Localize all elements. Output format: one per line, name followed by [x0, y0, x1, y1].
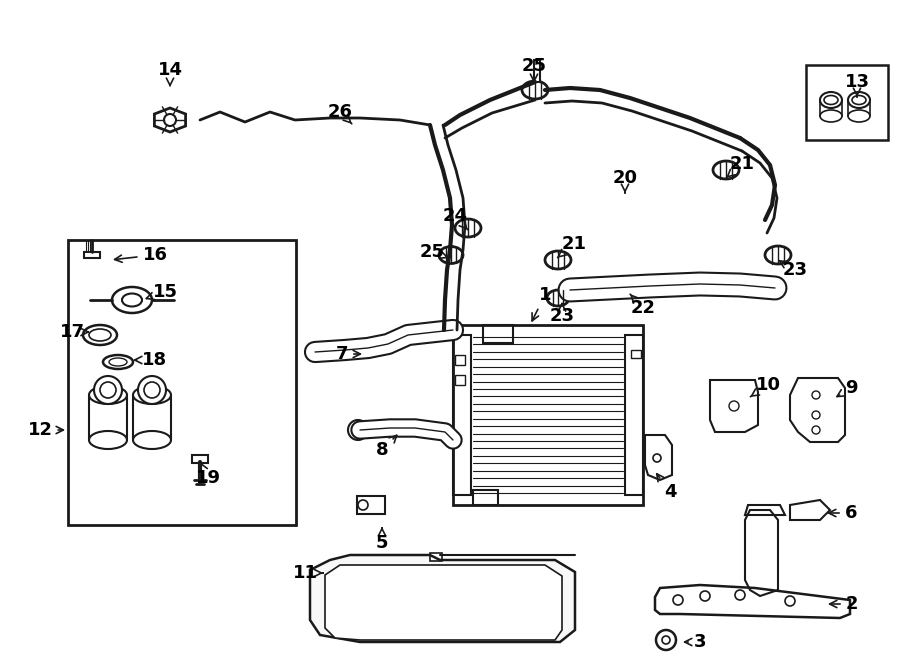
Ellipse shape	[820, 110, 842, 122]
Polygon shape	[655, 585, 850, 618]
Bar	[192, 455, 208, 463]
Text: 15: 15	[146, 283, 177, 301]
Ellipse shape	[89, 431, 127, 449]
Text: 14: 14	[158, 61, 183, 85]
Text: 6: 6	[829, 504, 857, 522]
Ellipse shape	[133, 386, 171, 404]
Text: 25: 25	[419, 243, 447, 261]
Text: 19: 19	[195, 463, 220, 487]
Text: 22: 22	[630, 294, 655, 317]
Circle shape	[94, 376, 122, 404]
Text: 8: 8	[375, 436, 397, 459]
Text: 4: 4	[657, 474, 676, 501]
Text: 21: 21	[726, 155, 754, 178]
Text: 1: 1	[532, 286, 551, 321]
Bar	[625, 335, 643, 495]
Text: 18: 18	[135, 351, 167, 369]
Polygon shape	[325, 565, 562, 640]
Ellipse shape	[89, 386, 127, 404]
Text: 13: 13	[844, 73, 869, 97]
Text: 2: 2	[830, 595, 859, 613]
Polygon shape	[155, 108, 185, 132]
Text: 10: 10	[751, 376, 780, 397]
Bar	[453, 325, 643, 505]
Polygon shape	[310, 555, 575, 642]
Text: 11: 11	[292, 564, 323, 582]
Circle shape	[138, 376, 166, 404]
Bar	[430, 553, 442, 561]
Text: 16: 16	[114, 246, 167, 264]
Bar	[806, 65, 888, 140]
Bar	[453, 335, 471, 495]
Polygon shape	[84, 252, 100, 258]
Text: 24: 24	[443, 207, 468, 230]
Text: 12: 12	[28, 421, 63, 439]
Ellipse shape	[820, 92, 842, 108]
Text: 20: 20	[613, 169, 637, 192]
Text: 17: 17	[59, 323, 88, 341]
Bar	[455, 375, 465, 385]
Text: 25: 25	[521, 57, 546, 81]
Text: 23: 23	[779, 260, 807, 279]
Ellipse shape	[133, 431, 171, 449]
Bar	[631, 350, 641, 358]
Bar	[483, 325, 513, 343]
Bar	[534, 60, 540, 82]
Bar	[473, 490, 498, 505]
Bar	[357, 496, 385, 514]
Text: 9: 9	[837, 379, 857, 397]
Text: 21: 21	[557, 235, 587, 258]
Text: 23: 23	[550, 303, 574, 325]
Ellipse shape	[848, 110, 870, 122]
Bar	[68, 240, 296, 525]
Text: 26: 26	[328, 103, 353, 124]
Bar	[455, 355, 465, 365]
Text: 7: 7	[336, 345, 360, 363]
Ellipse shape	[848, 92, 870, 108]
Text: 3: 3	[685, 633, 706, 651]
Text: 5: 5	[376, 528, 388, 552]
